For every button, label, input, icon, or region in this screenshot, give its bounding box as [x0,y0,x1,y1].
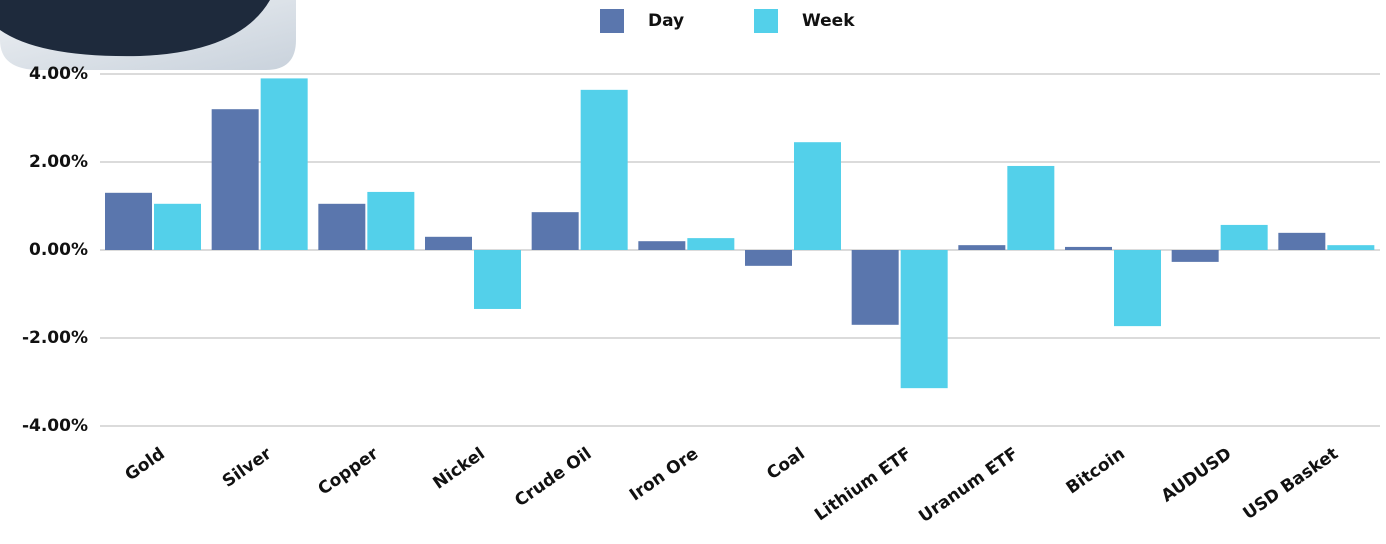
bar [580,89,628,250]
legend-label: Week [802,11,855,31]
bar [531,212,579,250]
x-tick-label: Bitcoin [1063,444,1129,499]
bar [1007,165,1055,250]
legend-swatch [600,9,624,33]
bar [638,241,686,250]
bar [154,203,201,250]
x-tick-label: Nickel [429,444,488,494]
y-tick-label: 2.00% [29,152,88,172]
bar [1220,224,1268,250]
bar [1171,250,1219,262]
bar [745,250,792,266]
y-tick-label: -4.00% [22,416,88,436]
bar [958,245,1006,250]
bar [900,250,948,389]
bar [211,109,259,250]
bar [687,238,735,250]
y-tick-label: 4.00% [29,64,88,84]
bar [425,236,472,250]
legend-label: Day [648,11,684,31]
y-tick-label: 0.00% [29,240,88,260]
bar [1065,246,1112,250]
x-tick-label: Copper [315,443,383,499]
x-tick-label: Coal [763,444,808,484]
bar [851,250,899,325]
decorative-image [0,0,296,70]
bar [367,191,415,250]
bar [474,250,521,309]
x-tick-label: Gold [122,444,169,485]
x-tick-label: Lithium ETF [811,444,915,525]
bar [794,142,841,250]
x-tick-label: Iron Ore [626,444,702,506]
bar [1278,232,1326,250]
x-tick-label: AUDUSD [1158,444,1236,507]
bar [105,192,152,250]
bar [318,203,366,250]
bar [1327,245,1375,250]
x-tick-label: Uranum ETF [915,444,1022,527]
bar [260,78,308,251]
bar [1114,250,1161,327]
x-tick-label: Silver [219,443,276,491]
y-tick-label: -2.00% [22,328,88,348]
legend-swatch [754,9,778,33]
x-tick-label: Crude Oil [511,444,595,511]
x-tick-label: USD Basket [1240,444,1343,524]
